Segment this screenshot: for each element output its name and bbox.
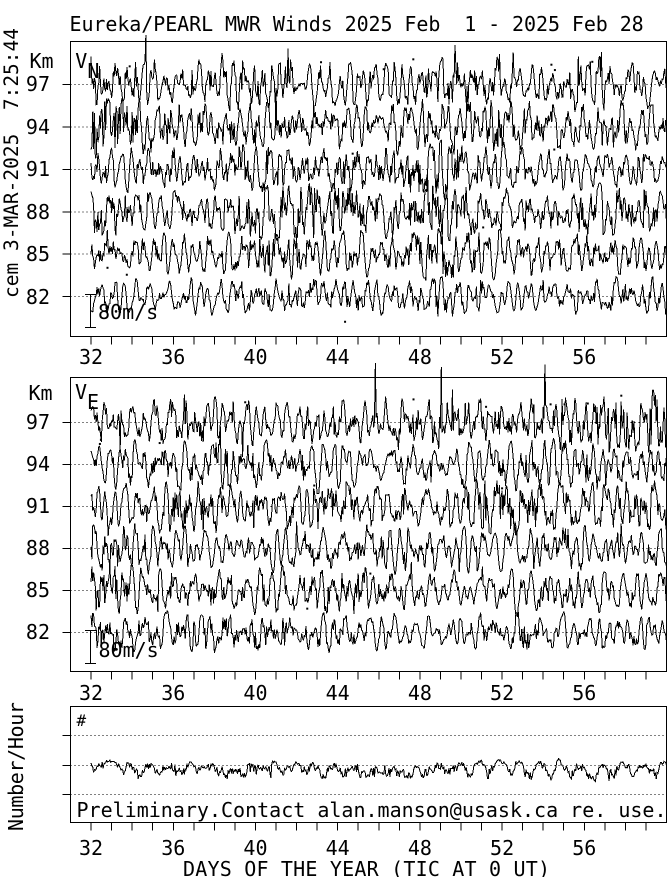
outlier-dot [563,403,566,406]
outlier-dot [351,152,354,155]
day-tick-label: 56 [572,680,597,705]
panel-vn-label: VN [75,48,99,81]
outlier-dot [412,398,415,401]
trace-vn-97 [90,34,667,113]
outlier-dot [125,273,128,276]
trace-ve-85 [90,562,667,618]
outlier-dot [382,68,385,71]
day-tick-label: 52 [490,345,515,370]
outlier-dot [549,403,552,406]
altitude-label-ve-91: 91 [25,494,50,519]
outlier-dot [320,61,323,64]
trace-vn-88 [90,170,667,242]
day-tick-label: 44 [325,835,350,860]
figure-title: Eureka/PEARL MWR Winds 2025 Feb 1 - 2025… [69,11,644,36]
day-tick-label: 48 [407,680,432,705]
ve-subscript: E [87,390,100,415]
altitude-label-vn-85: 85 [25,242,50,267]
day-tick-label: 36 [161,345,186,370]
outlier-dot [482,226,485,229]
outlier-dot [344,320,347,323]
outlier-dot [369,572,372,575]
day-tick-label: 36 [161,835,186,860]
outlier-dot [583,491,586,494]
outlier-dot [158,442,161,445]
day-tick-label: 32 [79,680,104,705]
trace-ve-97 [90,363,667,458]
altitude-label-vn-82: 82 [25,284,50,309]
outlier-dot [501,487,504,490]
day-tick-label: 56 [572,345,597,370]
scale-bar-label-ve: 80m/s [98,638,159,663]
trace-count [90,758,667,783]
outlier-dot [485,405,488,408]
altitude-label-ve-85: 85 [25,578,50,603]
day-tick-label: 40 [243,680,268,705]
day-tick-label: 48 [407,345,432,370]
day-tick-label: 44 [325,680,350,705]
preliminary-note: Preliminary.Contact alan.manson@usask.ca… [76,797,667,822]
altitude-label-vn-88: 88 [25,199,50,224]
outlier-dot [128,65,131,68]
day-tick-label: 40 [243,345,268,370]
day-tick-label: 48 [407,835,432,860]
trace-vn-82 [90,276,667,317]
day-tick-label: 40 [243,835,268,860]
outlier-dot [591,60,594,63]
outlier-dot [550,63,553,66]
altitude-label-ve-97: 97 [25,410,50,435]
trace-ve-91 [90,479,667,536]
outlier-dot [244,401,247,404]
day-tick-label: 32 [79,345,104,370]
day-tick-label: 44 [325,345,350,370]
y-axis-unit-ve: Km [28,381,53,406]
trace-vn-85 [90,227,667,281]
outlier-dot [553,69,556,72]
day-tick-label: 32 [79,835,104,860]
vn-letter: V [75,48,88,73]
outlier-dot [586,402,589,405]
outlier-dot [99,438,102,441]
count-panel-symbol: # [76,711,87,731]
panel-vn-box [70,41,667,337]
scale-bar-label-vn: 80m/s [98,299,159,324]
vn-subscript: N [87,58,100,83]
trace-ve-94 [90,426,667,495]
altitude-label-vn-97: 97 [25,72,50,97]
outlier-dot [98,442,101,445]
day-tick-label: 56 [572,835,597,860]
outlier-dot [620,394,623,397]
outlier-dot [106,266,109,269]
outlier-dot [306,607,309,610]
day-tick-label: 36 [161,680,186,705]
panel-ve-box [70,377,667,672]
altitude-label-ve-88: 88 [25,536,50,561]
trace-ve-88 [90,521,667,576]
outlier-dot [313,484,316,487]
altitude-label-vn-94: 94 [25,114,50,139]
outlier-dot [553,148,556,151]
x-axis-title: DAYS OF THE YEAR (TIC AT 0 UT) [183,856,551,877]
altitude-label-ve-82: 82 [25,620,50,645]
outlier-dot [412,58,415,61]
altitude-label-vn-91: 91 [25,157,50,182]
altitude-label-ve-94: 94 [25,452,50,477]
y-axis-unit-vn: Km [29,48,54,73]
trace-ve-82 [90,610,667,653]
day-tick-label: 52 [490,680,515,705]
day-tick-label: 52 [490,835,515,860]
ve-letter: V [75,380,88,405]
trace-vn-91 [90,139,667,201]
trace-vn-94 [90,86,667,159]
outlier-dot [658,439,661,442]
panel-ve-label: VE [75,380,99,412]
